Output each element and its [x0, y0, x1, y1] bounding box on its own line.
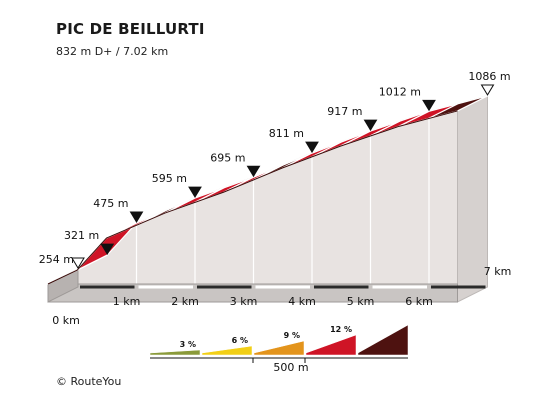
chart-subtitle: 832 m D+ / 7.02 km [56, 45, 169, 58]
legend-gradient-label: 6 % [232, 336, 248, 345]
legend-gradient-label: 9 % [284, 331, 300, 340]
x-tick-label: 0 km [52, 314, 80, 327]
x-tick-label: 2 km [171, 295, 199, 308]
x-tick-label: 6 km [405, 295, 433, 308]
legend-scale-label: 500 m [273, 361, 308, 374]
elevation-label: 1086 m [468, 70, 510, 83]
elevation-marker-triangle [246, 165, 261, 178]
elevation-label: 811 m [269, 127, 304, 140]
legend-gradient-swatch [357, 324, 409, 356]
elevation-marker-triangle [305, 141, 319, 154]
profile-back-wall [77, 95, 488, 288]
chart-title: PIC DE BEILLURTI [56, 20, 205, 38]
x-axis: 0 km 1 km 2 km 3 km 4 km 5 km 6 km 7 km [52, 265, 511, 327]
x-tick-label: 3 km [230, 295, 258, 308]
legend-gradient-label: 12 % [330, 325, 352, 334]
elevation-marker-triangle [363, 119, 378, 132]
routeyou-credit: © RouteYou [56, 375, 122, 388]
elevation-marker-triangle [100, 243, 115, 256]
legend-gradient-label: 3 % [180, 340, 196, 349]
elevation-marker-triangle [188, 186, 202, 199]
elevation-label: 1012 m [379, 85, 421, 98]
surface-front-edge [47, 110, 458, 285]
legend-gradient-swatch [253, 340, 305, 356]
elevation-label: 695 m [210, 151, 245, 164]
elevation-label: 475 m [93, 197, 128, 210]
elevation-marker-triangle [129, 211, 144, 224]
legend-gradient-swatch [305, 334, 357, 356]
elevation-label: 254 m [39, 253, 74, 266]
elevation-marker-triangle [480, 84, 495, 96]
elevation-marker-triangle [71, 257, 85, 269]
elevation-label: 321 m [64, 229, 99, 242]
elevation-markers: 254 m 321 m 475 m 595 m 695 m 811 m 917 m 1012 … [39, 70, 511, 269]
x-tick-label: 5 km [347, 295, 375, 308]
x-tick-label: 1 km [113, 295, 141, 308]
elevation-marker-triangle [422, 99, 436, 112]
profile-base [47, 268, 486, 303]
profile-top-surface [47, 95, 489, 285]
gradient-legend: 3 % 6 % 9 % 12 % 500 m [149, 324, 409, 374]
legend-gradient-swatch [149, 349, 201, 356]
x-tick-label: 7 km [484, 265, 512, 278]
elevation-label: 917 m [327, 105, 362, 118]
legend-gradient-swatch [201, 345, 253, 356]
x-tick-label: 4 km [288, 295, 316, 308]
elevation-label: 595 m [152, 172, 187, 185]
